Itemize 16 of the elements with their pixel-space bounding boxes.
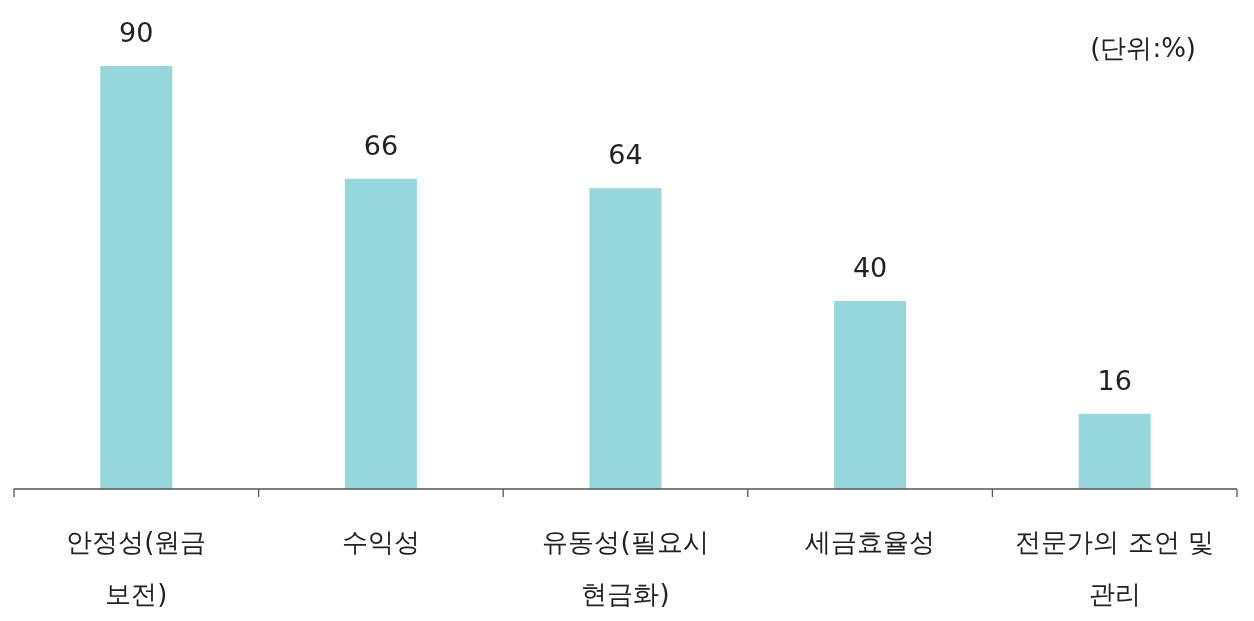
bar bbox=[100, 66, 173, 489]
bar bbox=[344, 178, 417, 489]
x-tick-label: 수익성 bbox=[341, 527, 420, 557]
bar bbox=[834, 301, 907, 489]
data-label: 16 bbox=[1097, 364, 1132, 396]
x-tick-label: 안정성(원금 보전) bbox=[66, 527, 207, 609]
text: (단위:%) bbox=[1090, 33, 1196, 63]
x-tick-label: 전문가의 조언 및 관리 bbox=[1015, 527, 1214, 609]
bar bbox=[589, 188, 662, 489]
data-label: 66 bbox=[363, 129, 399, 161]
data-label: 90 bbox=[119, 17, 154, 48]
x-tick-label: 유동성(필요시 현금화) bbox=[542, 527, 709, 609]
x-tick-label: 세금효율성 bbox=[805, 527, 936, 557]
bar bbox=[1078, 413, 1151, 489]
data-label: 40 bbox=[852, 252, 888, 283]
data-label: 64 bbox=[608, 139, 643, 171]
